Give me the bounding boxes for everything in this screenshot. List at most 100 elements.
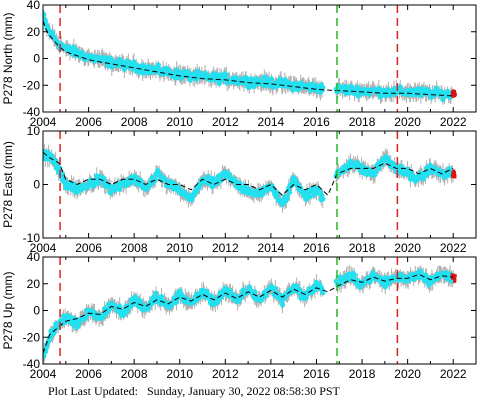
obs-point [252, 289, 258, 295]
obs-point [43, 346, 49, 352]
x-tick-label: 2012 [212, 367, 239, 381]
obs-point [440, 97, 446, 103]
y-tick-label: -10 [23, 231, 41, 245]
obs-point [320, 196, 326, 202]
model-line [43, 273, 454, 354]
recent-point [453, 90, 457, 94]
obs-point [105, 63, 111, 69]
x-tick-label: 2020 [394, 115, 421, 129]
obs-point [43, 353, 47, 359]
x-tick-label: 2016 [303, 241, 330, 255]
obs-point [287, 189, 293, 195]
plot-updated-footer: Plot Last Updated: Sunday, January 30, 2… [48, 384, 340, 399]
obs-point [137, 298, 143, 304]
x-tick-label: 2020 [394, 367, 421, 381]
obs-point [226, 171, 233, 177]
x-tick-label: 2010 [166, 367, 193, 381]
obs-point [133, 175, 139, 181]
obs-point [427, 162, 433, 168]
x-tick-label: 2014 [258, 367, 285, 381]
data-points [43, 144, 457, 213]
recent-point [453, 279, 457, 283]
obs-point [275, 83, 281, 89]
obs-point [83, 315, 89, 321]
obs-point [90, 183, 97, 189]
y-tick-label: 40 [27, 0, 41, 12]
y-tick-label: 20 [27, 25, 41, 39]
y-axis-label: P278 Up (mm) [1, 271, 15, 349]
obs-point [359, 169, 365, 176]
obs-point [307, 194, 313, 200]
x-tick-label: 2008 [121, 241, 148, 255]
obs-point [275, 190, 281, 197]
x-tick-label: 2020 [394, 241, 421, 255]
obs-point [140, 62, 146, 68]
obs-point [43, 11, 47, 17]
x-tick-label: 2018 [349, 241, 376, 255]
x-tick-label: 2010 [166, 115, 193, 129]
recent-point [450, 93, 454, 97]
obs-point [290, 87, 296, 93]
obs-point [87, 177, 94, 183]
obs-point [117, 186, 123, 192]
panel-2: 2004 2006 2008 2010 2012 2014 2016 2018 2020 2022… [1, 124, 477, 255]
model-line [43, 20, 454, 97]
x-tick-label: 2022 [440, 115, 467, 129]
panel-1: 2004 2006 2008 2010 2012 2014 2016 2018 2020 2022… [1, 0, 477, 129]
x-tick-label: 2018 [349, 115, 376, 129]
obs-point [243, 75, 249, 81]
x-tick-label: 2018 [349, 367, 376, 381]
obs-point [101, 175, 107, 181]
updated-timestamp: Sunday, January 30, 2022 08:58:30 PST [147, 384, 340, 398]
y-tick-label: 0 [33, 178, 40, 192]
x-tick-label: 2004 [30, 115, 57, 129]
obs-point [268, 76, 275, 82]
obs-point [397, 84, 403, 90]
y-tick-label: -20 [23, 330, 41, 344]
x-tick-label: 2006 [75, 241, 102, 255]
obs-point [320, 290, 326, 296]
obs-point [68, 314, 75, 321]
y-tick-label: -40 [23, 357, 41, 371]
obs-point [218, 178, 224, 184]
y-tick-label: -40 [23, 105, 41, 119]
obs-point [289, 182, 295, 188]
y-tick-label: 10 [27, 124, 41, 138]
x-tick-label: 2012 [212, 241, 239, 255]
x-tick-label: 2004 [30, 367, 57, 381]
x-tick-label: 2006 [75, 367, 102, 381]
recent-point [452, 92, 456, 96]
obs-point [351, 272, 358, 278]
y-axis-label: P278 East (mm) [1, 141, 15, 228]
obs-point [216, 80, 222, 86]
obs-point [373, 169, 379, 176]
obs-point [56, 165, 63, 171]
x-tick-label: 2012 [212, 115, 239, 129]
obs-point [320, 84, 326, 91]
obs-point [223, 72, 229, 78]
recent-point [453, 174, 457, 178]
obs-point [272, 285, 278, 292]
obs-point [279, 302, 286, 308]
x-tick-label: 2014 [258, 115, 285, 129]
obs-point [210, 183, 216, 190]
x-tick-label: 2010 [166, 241, 193, 255]
recent-point [452, 169, 456, 173]
recent-point [451, 94, 455, 98]
x-tick-label: 2008 [121, 367, 148, 381]
y-axis-label: P278 North (mm) [1, 12, 15, 104]
obs-point [49, 153, 55, 159]
y-tick-label: 0 [33, 304, 40, 318]
x-tick-label: 2006 [75, 115, 102, 129]
obs-point [108, 55, 114, 62]
model-line [43, 152, 454, 197]
y-tick-label: 40 [27, 250, 41, 264]
recent-point [452, 172, 456, 176]
x-tick-label: 2016 [303, 115, 330, 129]
x-tick-label: 2022 [440, 367, 467, 381]
obs-point [418, 268, 424, 274]
obs-point [155, 62, 161, 68]
obs-point [117, 303, 123, 309]
data-points [43, 264, 457, 364]
x-tick-label: 2014 [258, 241, 285, 255]
